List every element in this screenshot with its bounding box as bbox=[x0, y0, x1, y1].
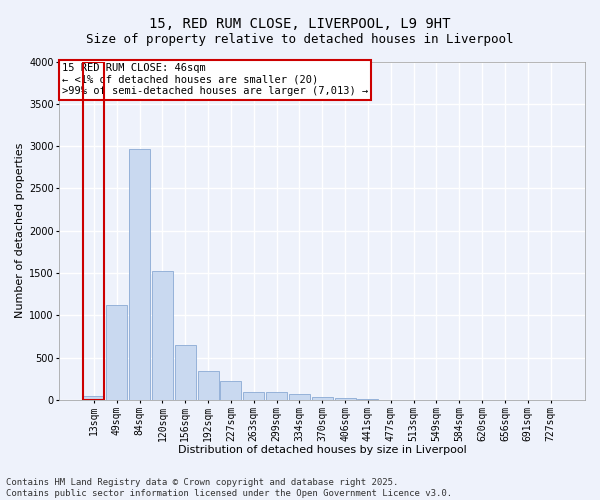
Bar bbox=[106, 305, 127, 400]
Bar bbox=[335, 398, 356, 400]
Bar bbox=[266, 392, 287, 400]
Bar bbox=[220, 382, 241, 400]
X-axis label: Distribution of detached houses by size in Liverpool: Distribution of detached houses by size … bbox=[178, 445, 467, 455]
Bar bbox=[129, 148, 150, 400]
Bar bbox=[243, 392, 264, 400]
Bar bbox=[83, 62, 104, 400]
Bar bbox=[152, 272, 173, 400]
Text: Size of property relative to detached houses in Liverpool: Size of property relative to detached ho… bbox=[86, 32, 514, 46]
Bar bbox=[197, 372, 218, 400]
Bar bbox=[312, 397, 333, 400]
Text: 15 RED RUM CLOSE: 46sqm
← <1% of detached houses are smaller (20)
>99% of semi-d: 15 RED RUM CLOSE: 46sqm ← <1% of detache… bbox=[62, 63, 368, 96]
Text: 15, RED RUM CLOSE, LIVERPOOL, L9 9HT: 15, RED RUM CLOSE, LIVERPOOL, L9 9HT bbox=[149, 18, 451, 32]
Bar bbox=[358, 399, 379, 400]
Y-axis label: Number of detached properties: Number of detached properties bbox=[15, 143, 25, 318]
Bar bbox=[83, 396, 104, 400]
Bar bbox=[175, 345, 196, 400]
Text: Contains HM Land Registry data © Crown copyright and database right 2025.
Contai: Contains HM Land Registry data © Crown c… bbox=[6, 478, 452, 498]
Bar bbox=[289, 394, 310, 400]
